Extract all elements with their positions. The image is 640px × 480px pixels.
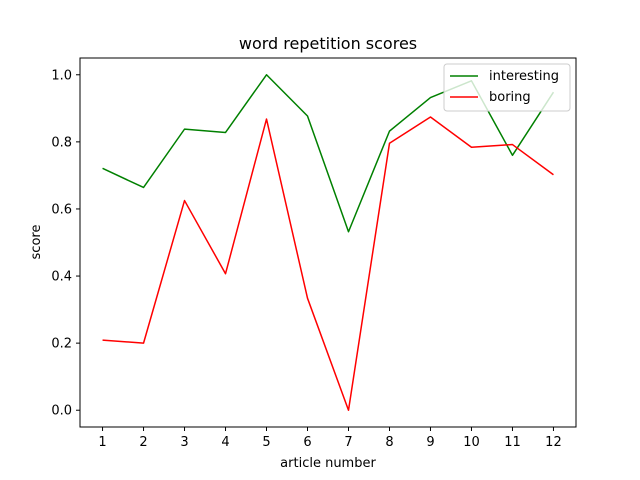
y-axis-label: score (29, 225, 44, 260)
x-tick-label: 6 (303, 435, 311, 450)
chart-title: word repetition scores (239, 34, 417, 53)
y-tick-label: 1.0 (51, 68, 72, 83)
y-tick-label: 0.0 (51, 404, 72, 419)
x-tick-label: 4 (221, 435, 229, 450)
x-tick-label: 9 (426, 435, 434, 450)
x-axis-label: article number (280, 456, 376, 471)
plot-area: 1 2 3 4 5 6 7 8 9 10 11 120.00.20.40.60.81.0 (51, 68, 561, 450)
legend: interesting boring (443, 63, 571, 112)
x-tick-label: 11 (504, 435, 521, 450)
x-tick-label: 3 (180, 435, 188, 450)
y-tick-label: 0.8 (51, 135, 72, 150)
legend-label-boring: boring (489, 90, 531, 105)
x-tick-label: 12 (545, 435, 562, 450)
x-tick-label: 10 (463, 435, 480, 450)
x-tick-label: 7 (344, 435, 352, 450)
y-tick-label: 0.4 (51, 270, 72, 285)
y-tick-label: 0.6 (51, 202, 72, 217)
x-tick-label: 8 (385, 435, 393, 450)
x-tick-label: 2 (139, 435, 147, 450)
x-tick-label: 5 (262, 435, 270, 450)
legend-label-interesting: interesting (489, 69, 559, 84)
x-tick-label: 1 (98, 435, 106, 450)
plot-frame (79, 57, 577, 428)
series-line-boring (102, 116, 554, 411)
y-tick-label: 0.2 (51, 337, 72, 352)
